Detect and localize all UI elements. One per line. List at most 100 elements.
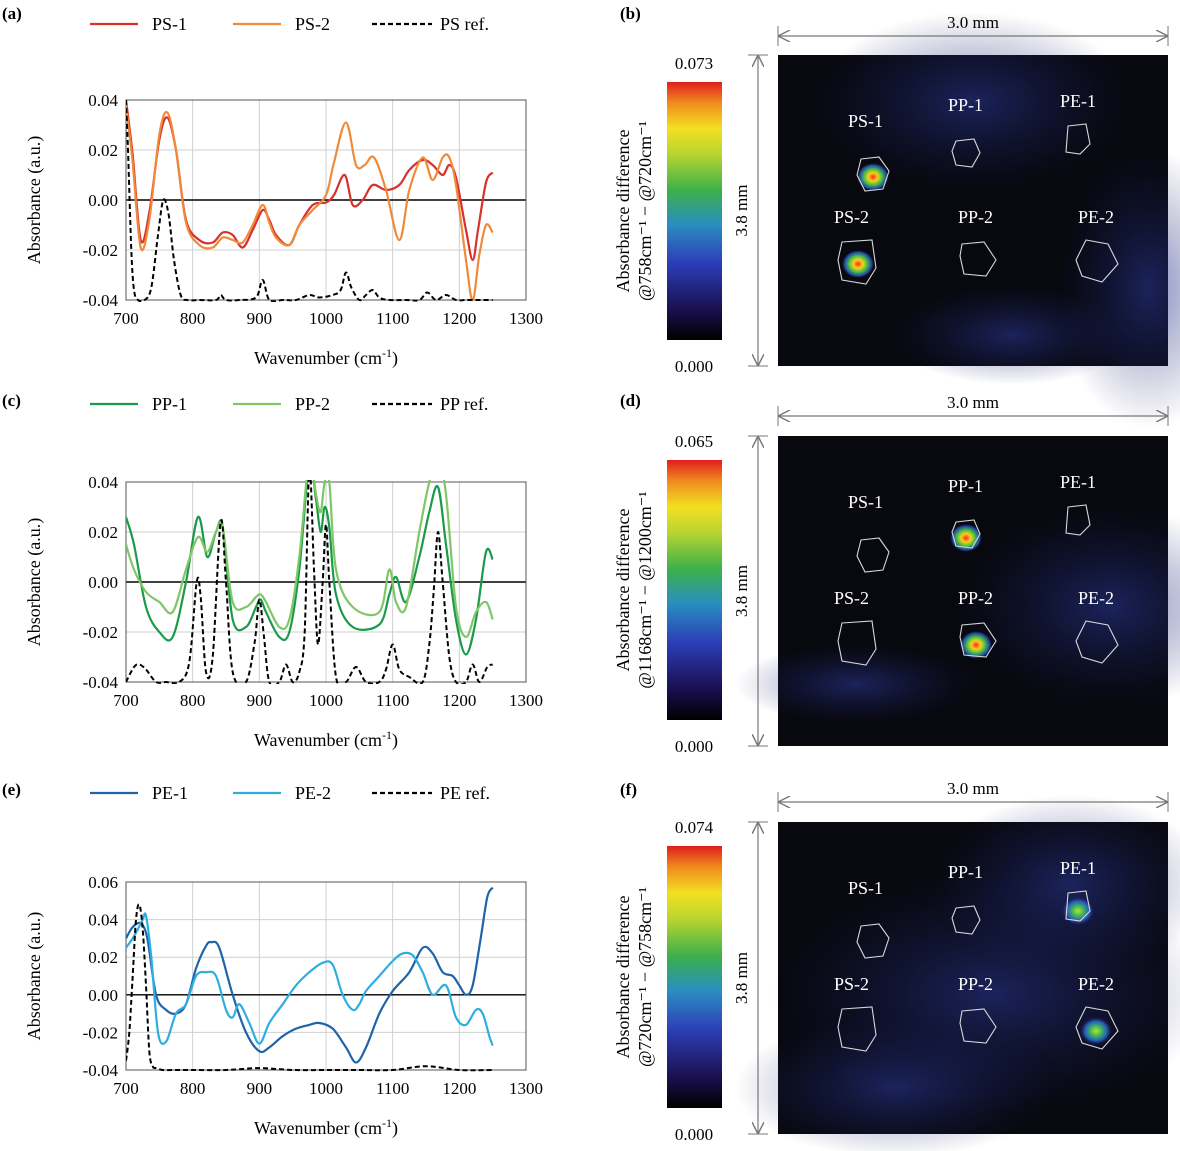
y-tick-label: 0.02 [88, 948, 118, 967]
particle-label: PS-2 [834, 588, 869, 608]
particle-outline [837, 1006, 877, 1052]
y-axis-title: Absorbance (a.u.) [24, 136, 45, 264]
legend-label: PP-2 [295, 394, 330, 414]
hotspot [842, 250, 874, 278]
series-line-pe-ref- [126, 903, 493, 1072]
series-line-ps-1 [126, 99, 494, 262]
hotspot [960, 631, 992, 659]
particle-outline [1075, 1006, 1119, 1050]
plot-frame [125, 99, 527, 301]
x-tick-label: 1000 [309, 691, 343, 710]
y-tick-label: 0.00 [88, 573, 118, 592]
particle-label: PE-1 [1060, 472, 1096, 492]
particle-label: PS-1 [848, 492, 883, 512]
series-line-pp-1 [126, 480, 494, 656]
colorbar-max-label: 0.073 [675, 54, 713, 73]
y-tick-label: 0.00 [88, 986, 118, 1005]
particle-outline [951, 138, 981, 168]
colorbar [667, 82, 722, 340]
series-line-pe-2 [126, 912, 494, 1046]
x-axis-title: Wavenumber (cm-1) [254, 346, 398, 369]
hotspot [857, 163, 889, 191]
particle-outline [837, 239, 877, 285]
x-tick-label: 1300 [509, 691, 543, 710]
width-scale-label: 3.0 mm [947, 393, 999, 412]
particle-label: PP-2 [958, 974, 993, 994]
colorbar [667, 460, 722, 720]
width-scale-label: 3.0 mm [947, 13, 999, 32]
spectra-charts: (a) 700 800 900 1000 1100 1200 1300 -0.04 -0.02 0.… [2, 4, 543, 1139]
particle-outline [1065, 123, 1091, 155]
x-tick-label: 900 [247, 309, 273, 328]
x-tick-label: 900 [247, 1079, 273, 1098]
colorbar-title: Absorbance difference [613, 895, 633, 1058]
chart-panel: (a) 700 800 900 1000 1100 1200 1300 -0.04 -0.02 0.… [2, 4, 543, 369]
x-tick-label: 900 [247, 691, 273, 710]
map-panel: (b) PS-1 PP-1 PE-1 PS-2 PP-2 PE-2 3.0 mm 3.8 mm 0… [613, 4, 1180, 429]
x-tick-label: 1100 [376, 1079, 409, 1098]
particle-label: PP-1 [948, 862, 983, 882]
x-tick-label: 700 [113, 691, 139, 710]
particle-outline [959, 241, 997, 277]
height-scale-label: 3.8 mm [732, 565, 751, 617]
colorbar-title: Absorbance difference [613, 129, 633, 292]
particle-outline [856, 537, 890, 573]
y-tick-label: -0.04 [83, 673, 119, 692]
particle-label: PP-1 [948, 476, 983, 496]
particle-label: PE-2 [1078, 588, 1114, 608]
particle-outline [959, 622, 997, 658]
plot-frame [125, 481, 527, 683]
y-tick-label: -0.02 [83, 1023, 118, 1042]
colorbar-subtitle: @758cm⁻¹ − @720cm⁻¹ [635, 121, 655, 301]
width-scale-label: 3.0 mm [947, 779, 999, 798]
particle-label: PE-2 [1078, 207, 1114, 227]
x-tick-label: 1000 [309, 309, 343, 328]
hotspot [1080, 1017, 1112, 1045]
particle-label: PS-1 [848, 878, 883, 898]
colorbar-min-label: 0.000 [675, 737, 713, 756]
x-axis-title: Wavenumber (cm-1) [254, 1116, 398, 1139]
y-tick-label: 0.04 [88, 473, 118, 492]
y-axis-title: Absorbance (a.u.) [24, 518, 45, 646]
colorbar-min-label: 0.000 [675, 1125, 713, 1144]
series-line-pe-1 [126, 886, 494, 1064]
height-scale-label: 3.8 mm [732, 952, 751, 1004]
particle-label: PP-1 [948, 95, 983, 115]
map-haze [813, 11, 1133, 192]
x-tick-label: 800 [180, 691, 206, 710]
series-line-ps-2 [126, 104, 494, 302]
particle-outline [951, 519, 981, 549]
legend-label: PS-1 [152, 14, 187, 34]
map-haze [930, 794, 1180, 975]
x-tick-label: 1300 [509, 309, 543, 328]
plot-frame [125, 881, 527, 1071]
particle-label: PP-2 [958, 588, 993, 608]
chart-panel: (e) 700 800 900 1000 1100 1200 1300 -0.04 -0.02 0.… [2, 780, 543, 1139]
y-tick-label: 0.02 [88, 141, 118, 160]
x-tick-label: 1300 [509, 1079, 543, 1098]
colorbar [667, 846, 722, 1108]
y-tick-label: -0.04 [83, 291, 119, 310]
colorbar-max-label: 0.074 [675, 818, 714, 837]
colorbar-subtitle: @720cm⁻¹ − @758cm⁻¹ [635, 887, 655, 1067]
x-tick-label: 1200 [442, 1079, 476, 1098]
particle-label: PS-2 [834, 207, 869, 227]
x-tick-label: 700 [113, 309, 139, 328]
legend-label: PP-1 [152, 394, 187, 414]
panel-label: (a) [2, 4, 22, 23]
y-tick-label: -0.02 [83, 623, 118, 642]
hotspot [1062, 897, 1094, 925]
y-tick-label: 0.00 [88, 191, 118, 210]
x-tick-label: 1200 [442, 691, 476, 710]
x-tick-label: 800 [180, 1079, 206, 1098]
panel-label: (b) [620, 4, 641, 23]
legend-label: PS-2 [295, 14, 330, 34]
panel-label: (c) [2, 391, 21, 410]
particle-outline [837, 620, 877, 666]
panel-label: (d) [620, 391, 641, 410]
map-panel: (d) PS-1 PP-1 PE-1 PS-2 PP-2 PE-2 3.0 mm 3.8 mm 0… [613, 391, 1180, 756]
series-line-pp-ref- [126, 480, 494, 684]
particle-outline [951, 905, 981, 935]
particle-outline [1065, 890, 1091, 922]
particle-label: PE-1 [1060, 858, 1096, 878]
